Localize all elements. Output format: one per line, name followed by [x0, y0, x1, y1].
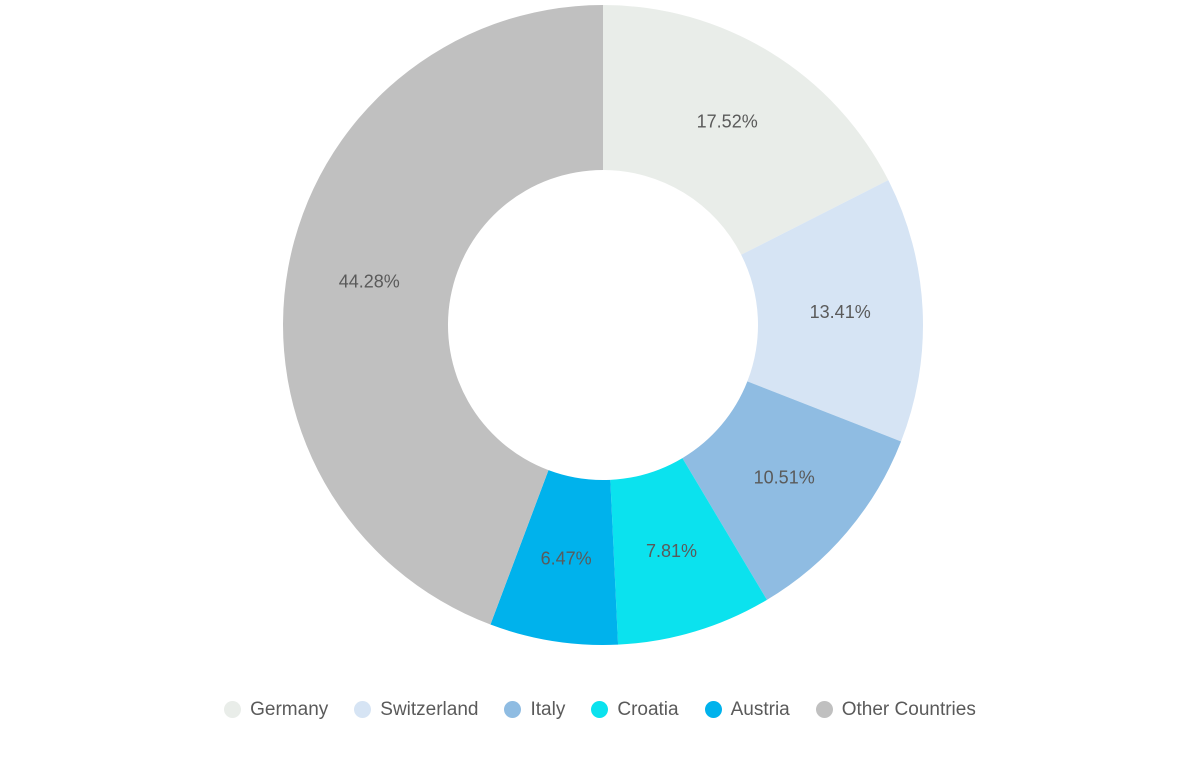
legend-item-other-countries[interactable]: Other Countries	[815, 699, 976, 720]
pie-slice-croatia[interactable]	[610, 458, 767, 645]
legend-label: Other Countries	[841, 699, 976, 720]
pie-slice-other-countries[interactable]	[283, 5, 603, 625]
legend-item-austria[interactable]: Austria	[704, 699, 790, 720]
slice-label-other-countries: 44.28%	[339, 271, 400, 291]
donut-chart: 17.52% 13.41% 10.51% 7.81% 6.47% 44.28%	[283, 5, 923, 645]
legend-label: Germany	[250, 699, 329, 720]
slice-label-switzerland: 13.41%	[810, 302, 871, 322]
legend-item-croatia[interactable]: Croatia	[591, 699, 679, 720]
pie-slice-switzerland[interactable]	[741, 180, 923, 442]
legend-dot-icon	[704, 701, 722, 718]
legend-item-switzerland[interactable]: Switzerland	[354, 700, 478, 719]
chart-legend: Germany Switzerland Italy Croatia Austria Oth…	[0, 700, 1200, 719]
legend-dot-icon	[224, 701, 242, 718]
legend-label: Austria	[730, 699, 790, 720]
slice-label-croatia: 7.81%	[646, 541, 697, 561]
slice-label-austria: 6.47%	[541, 548, 592, 568]
legend-label: Croatia	[617, 699, 679, 720]
legend-dot-icon	[815, 701, 833, 718]
legend-label: Switzerland	[380, 699, 479, 720]
legend-item-italy[interactable]: Italy	[504, 700, 565, 719]
legend-label: Italy	[530, 699, 566, 720]
legend-dot-icon	[504, 701, 522, 718]
pie-slice-austria[interactable]	[490, 470, 619, 645]
legend-item-germany[interactable]: Germany	[224, 700, 328, 719]
pie-slice-italy[interactable]	[682, 381, 902, 600]
legend-dot-icon	[354, 701, 372, 718]
legend-dot-icon	[591, 701, 609, 718]
pie-slice-germany[interactable]	[603, 5, 889, 255]
slice-label-germany: 17.52%	[697, 111, 758, 131]
slice-label-italy: 10.51%	[754, 467, 815, 487]
